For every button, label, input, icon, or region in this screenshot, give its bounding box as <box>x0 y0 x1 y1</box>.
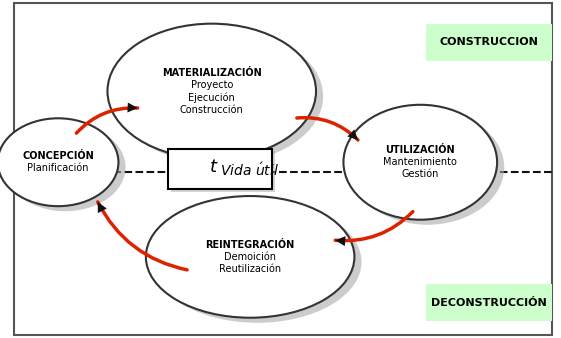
FancyBboxPatch shape <box>426 24 552 61</box>
Ellipse shape <box>146 196 355 318</box>
Ellipse shape <box>108 24 316 159</box>
Ellipse shape <box>5 123 126 211</box>
Text: Mantenimiento: Mantenimiento <box>383 157 457 167</box>
Ellipse shape <box>351 110 504 225</box>
Text: Reutilización: Reutilización <box>219 264 281 274</box>
Text: CONSTRUCCION: CONSTRUCCION <box>439 37 539 47</box>
Text: Construcción: Construcción <box>180 104 243 115</box>
Text: Ejecución: Ejecución <box>188 92 235 103</box>
FancyBboxPatch shape <box>426 284 552 321</box>
FancyBboxPatch shape <box>171 151 275 192</box>
Ellipse shape <box>114 29 323 164</box>
Text: $t$: $t$ <box>209 158 219 176</box>
Text: MATERIALIZACIÓN: MATERIALIZACIÓN <box>162 68 261 78</box>
FancyBboxPatch shape <box>168 149 272 189</box>
Ellipse shape <box>0 118 118 206</box>
Text: REINTEGRACIÓN: REINTEGRACIÓN <box>205 240 295 250</box>
Text: $\mathit{Vida\ \acute{u}til}$: $\mathit{Vida\ \acute{u}til}$ <box>220 162 279 179</box>
Text: UTILIZACIÓN: UTILIZACIÓN <box>385 145 455 155</box>
Text: Demoición: Demoición <box>224 252 276 262</box>
Text: DECONSTRUCCIÓN: DECONSTRUCCIÓN <box>431 297 547 308</box>
Text: Planificación: Planificación <box>27 163 89 173</box>
Ellipse shape <box>343 105 497 220</box>
Text: CONCEPCIÓN: CONCEPCIÓN <box>22 151 94 161</box>
Ellipse shape <box>153 201 361 323</box>
Text: Gestión: Gestión <box>402 169 439 179</box>
Text: Proyecto: Proyecto <box>191 80 233 90</box>
